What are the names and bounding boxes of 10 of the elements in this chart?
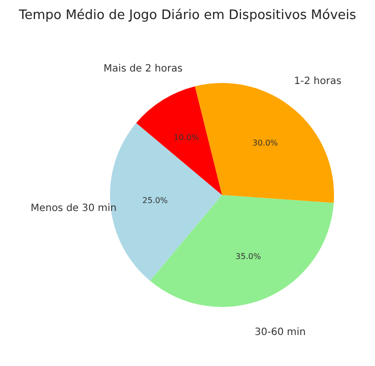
data-label: 10.0% <box>174 133 200 142</box>
pie-slice <box>136 86 222 195</box>
slice-label: 1-2 horas <box>294 76 342 87</box>
data-label: 25.0% <box>142 196 168 205</box>
slice-label: Mais de 2 horas <box>104 64 183 75</box>
data-label: 35.0% <box>236 252 262 261</box>
slice-label: Menos de 30 min <box>30 202 117 214</box>
chart-title: Tempo Médio de Jogo Diário em Dispositivos Móveis <box>18 8 356 23</box>
data-label: 30.0% <box>252 138 278 148</box>
slice-label: 30-60 min <box>254 327 306 338</box>
